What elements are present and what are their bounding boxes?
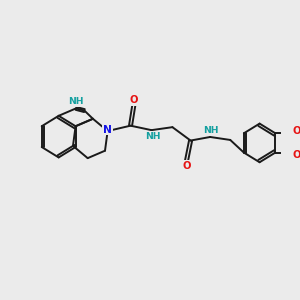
Text: O: O <box>293 150 300 160</box>
Text: NH: NH <box>145 132 160 141</box>
Text: O: O <box>130 95 138 105</box>
Text: NH: NH <box>203 126 218 135</box>
Text: N: N <box>103 124 112 134</box>
Text: NH: NH <box>68 97 84 106</box>
Text: O: O <box>293 126 300 136</box>
Text: O: O <box>182 161 190 171</box>
